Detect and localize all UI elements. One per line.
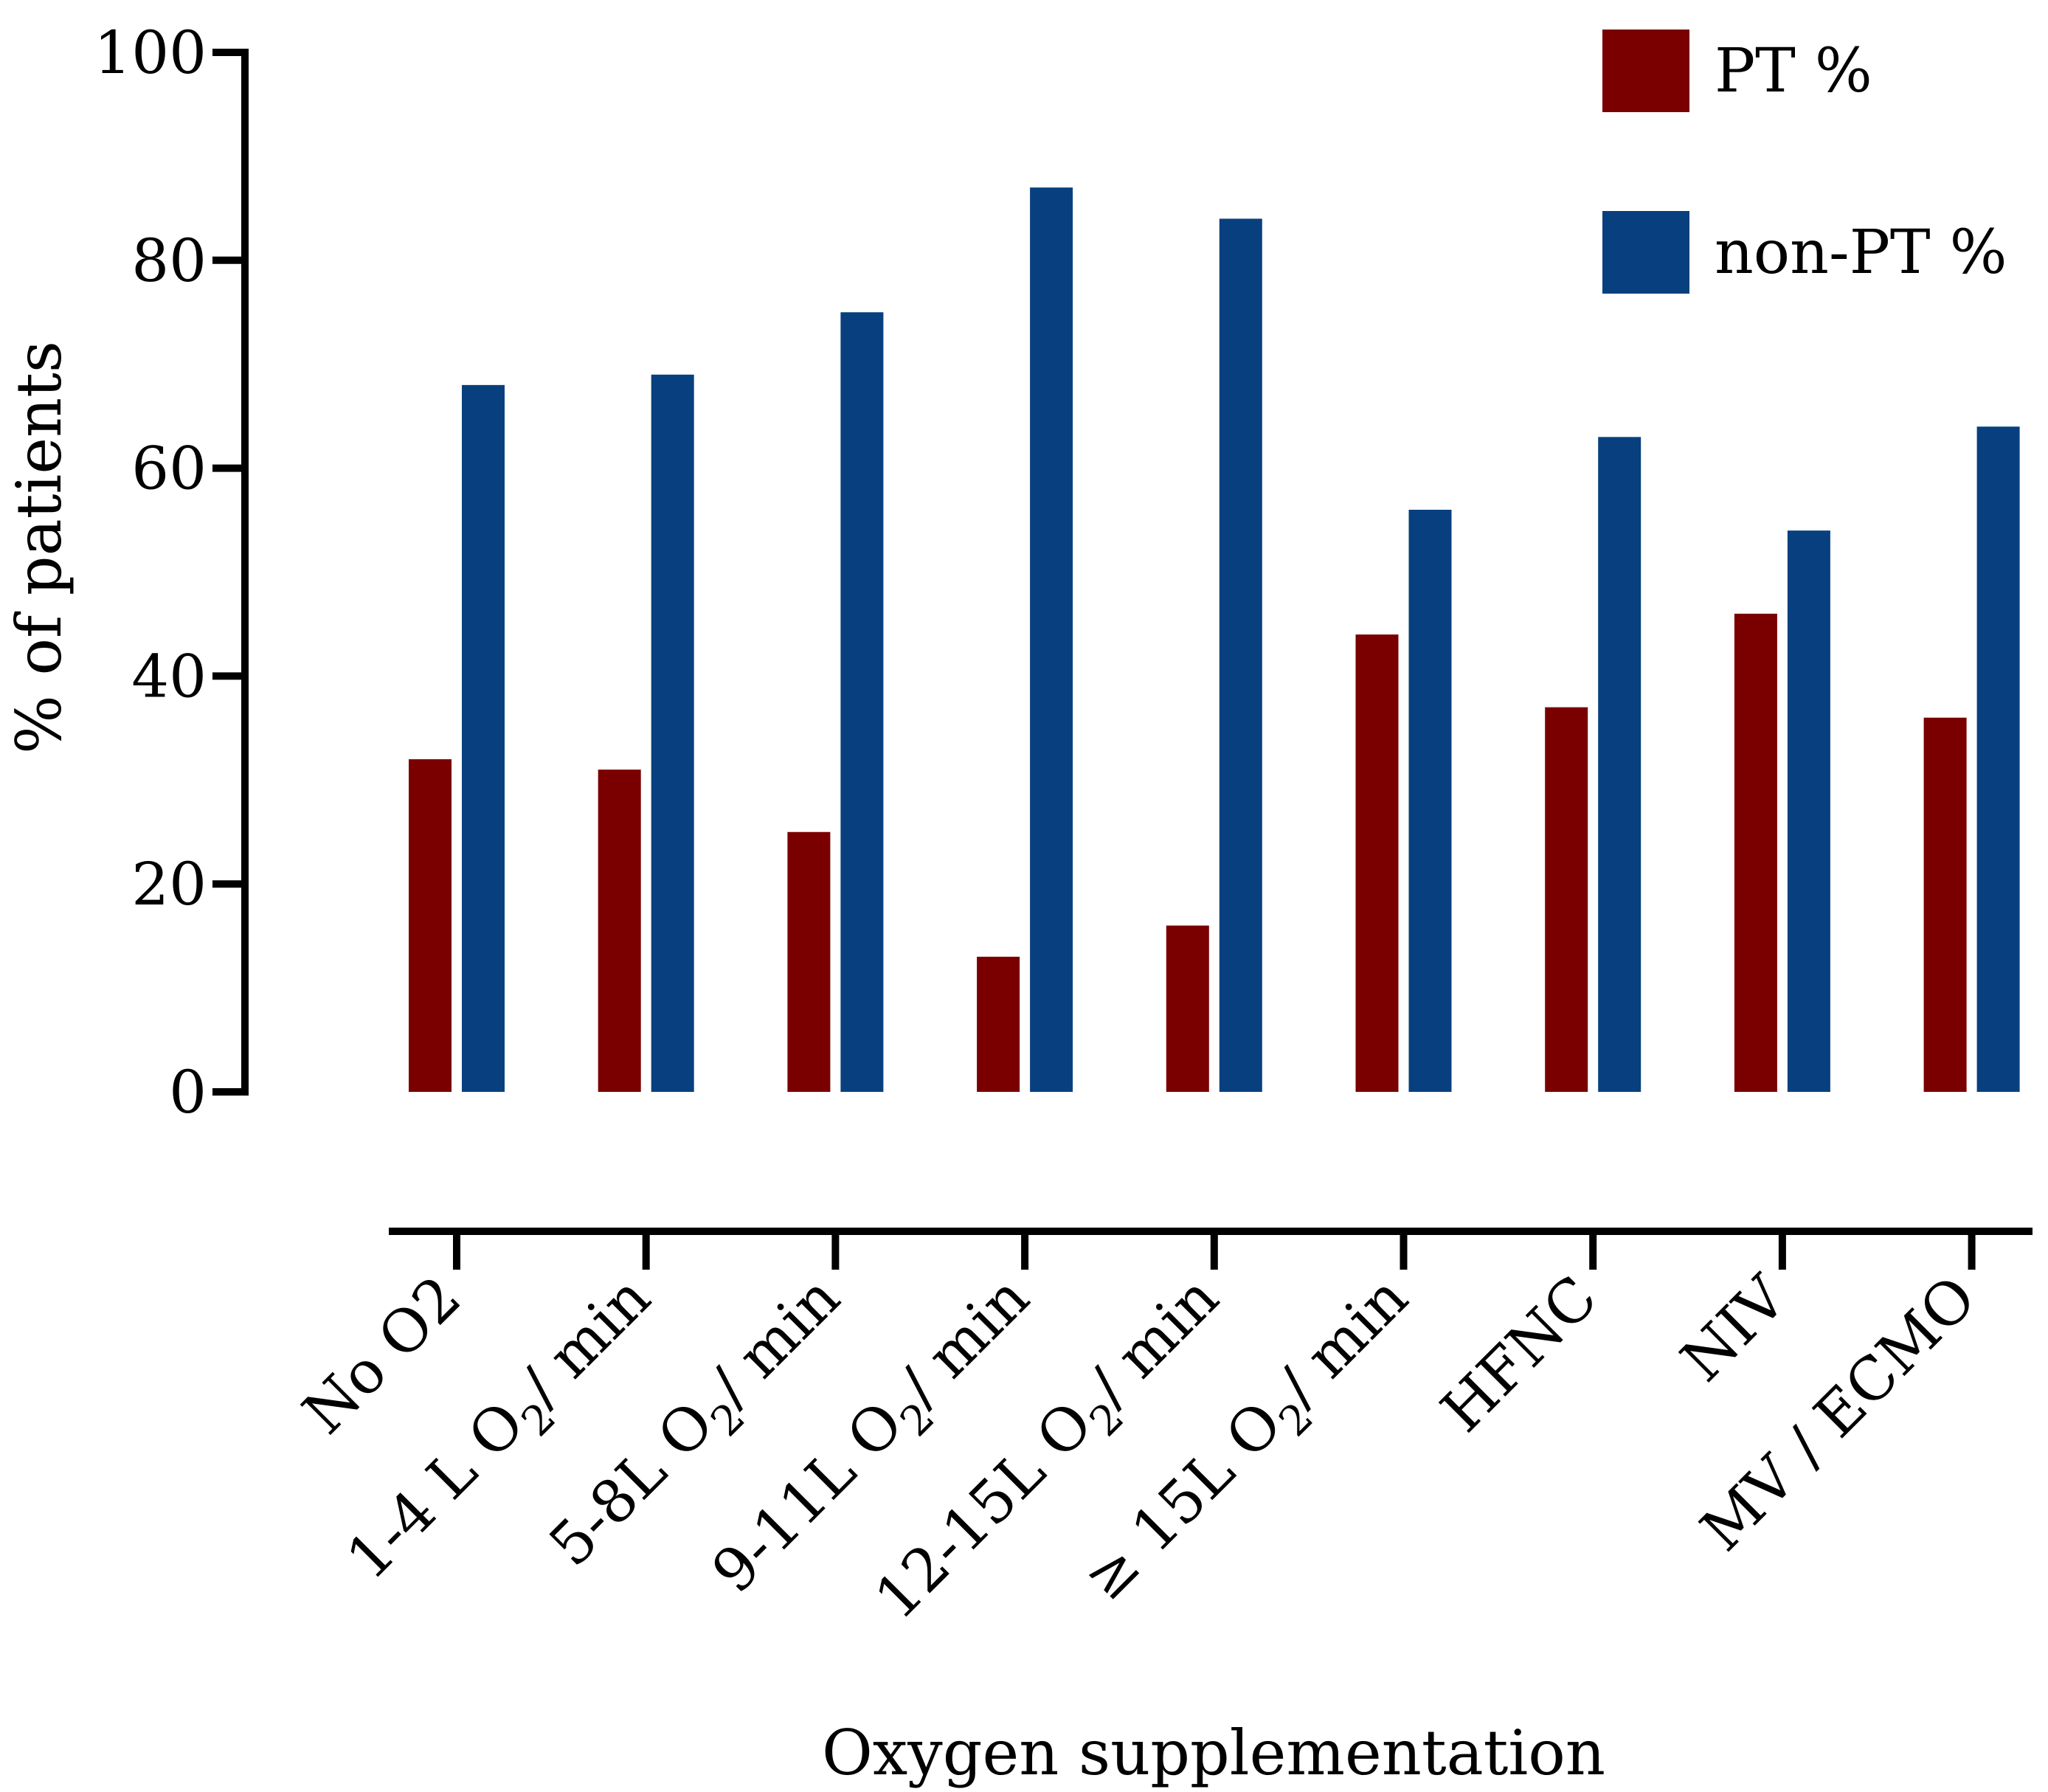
- y-tick-label: 20: [131, 850, 207, 919]
- y-tick-label: 80: [131, 226, 207, 295]
- bar-non-pt: [840, 312, 884, 1092]
- bars: [409, 187, 2020, 1093]
- bar-non-pt: [1030, 187, 1073, 1092]
- y-axis-title: % of patients: [3, 341, 75, 754]
- x-tick-label: HFNC: [1428, 1263, 1611, 1445]
- y-axis: 0 20 40 60 80 100: [94, 18, 249, 1127]
- bar-pt: [1166, 925, 1209, 1092]
- bar-pt: [977, 956, 1020, 1092]
- bar-pt: [787, 831, 831, 1092]
- bar-pt: [1734, 613, 1777, 1092]
- x-tick-label: ≥ 15L O2/ min: [1070, 1263, 1429, 1622]
- bar-non-pt: [651, 374, 694, 1092]
- bar-non-pt: [462, 384, 505, 1092]
- legend-swatch-non-pt: [1602, 211, 1689, 294]
- legend: PT % non-PT %: [1602, 30, 2007, 294]
- x-tick-label: NIV: [1668, 1262, 1800, 1394]
- bar-non-pt: [1598, 437, 1641, 1092]
- bar-pt: [1545, 707, 1588, 1092]
- x-tick-label: No O2: [290, 1263, 474, 1447]
- y-tick-label: 0: [169, 1058, 207, 1127]
- legend-label-pt: PT %: [1715, 36, 1872, 106]
- y-tick-label: 100: [94, 18, 207, 87]
- bar-non-pt: [1787, 530, 1830, 1092]
- x-axis-title: Oxygen supplementation: [822, 1717, 1605, 1789]
- legend-label-non-pt: non-PT %: [1715, 218, 2007, 288]
- y-tick-label: 40: [131, 642, 207, 710]
- y-tick-label: 60: [131, 435, 207, 503]
- bar-non-pt: [1408, 509, 1452, 1092]
- bar-pt: [1923, 717, 1967, 1092]
- legend-swatch-pt: [1602, 30, 1689, 112]
- bar-pt: [598, 769, 641, 1092]
- bar-pt: [1355, 634, 1399, 1092]
- bar-non-pt: [1219, 218, 1262, 1093]
- bar-non-pt: [1976, 426, 2020, 1092]
- bar-pt: [409, 759, 452, 1092]
